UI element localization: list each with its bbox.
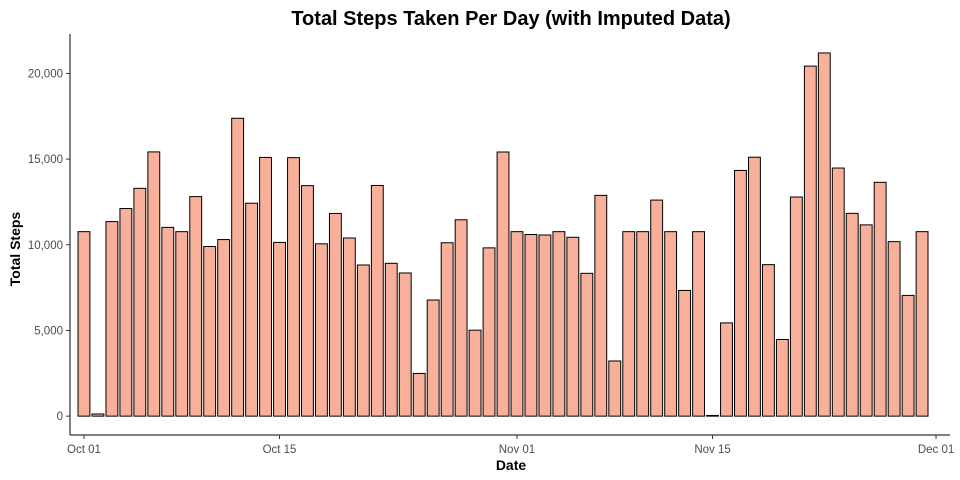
- bar: [915, 231, 929, 417]
- bars-group: [77, 52, 929, 417]
- bar: [761, 264, 775, 417]
- y-axis-label: Total Steps: [7, 212, 23, 287]
- bar: [817, 52, 831, 417]
- bar: [161, 226, 175, 417]
- bar: [566, 236, 580, 417]
- bar: [748, 156, 761, 417]
- bar: [775, 339, 789, 417]
- bar: [678, 289, 692, 417]
- bar: [636, 231, 650, 417]
- y-axis: 0 5,000 10,000 15,000 20,000: [28, 34, 71, 435]
- y-tick-label: 15,000: [28, 154, 63, 166]
- bar: [859, 224, 873, 417]
- bar: [468, 329, 482, 417]
- bar: [398, 272, 412, 417]
- bar: [692, 231, 706, 417]
- bar: [706, 414, 719, 417]
- bar: [510, 231, 524, 417]
- bar: [314, 243, 328, 417]
- bar: [426, 299, 440, 417]
- x-axis: Oct 01 Oct 15 Nov 01 Nov 15 Dec 01: [67, 434, 954, 456]
- x-tick-label: Oct 15: [263, 444, 297, 456]
- bar: [133, 187, 147, 417]
- x-axis-label: Date: [496, 457, 527, 473]
- bar: [803, 65, 817, 417]
- bar: [789, 196, 803, 417]
- bar: [119, 208, 133, 417]
- bar: [524, 234, 538, 417]
- bar: [887, 241, 901, 417]
- y-tick-label: 0: [57, 411, 63, 423]
- bar: [384, 262, 398, 417]
- x-tick-label: Dec 01: [918, 444, 954, 456]
- bar: [301, 185, 314, 417]
- bar: [552, 231, 566, 417]
- bar: [440, 242, 454, 417]
- y-tick-label: 10,000: [28, 240, 63, 252]
- bar: [77, 231, 91, 417]
- bar: [203, 246, 217, 417]
- bar: [580, 272, 594, 417]
- bar: [342, 237, 356, 417]
- bar: [273, 241, 286, 417]
- bar: [412, 372, 426, 417]
- bar: [189, 196, 203, 417]
- bar: [496, 151, 510, 417]
- bar: [608, 360, 622, 417]
- bar: [217, 239, 231, 417]
- chart-title: Total Steps Taken Per Day (with Imputed …: [291, 8, 730, 30]
- bar: [538, 234, 552, 417]
- x-tick-label: Nov 15: [694, 444, 730, 456]
- y-tick-label: 20,000: [28, 68, 63, 80]
- bar: [356, 264, 370, 417]
- y-tick-label: 5,000: [34, 325, 63, 337]
- bar: [259, 156, 272, 417]
- x-tick-label: Oct 01: [67, 444, 101, 456]
- bar: [622, 231, 636, 417]
- bar: [734, 169, 747, 417]
- bar: [287, 157, 300, 417]
- bar: [664, 231, 678, 417]
- bar: [454, 219, 468, 417]
- bar: [147, 151, 161, 417]
- bar: [328, 212, 342, 417]
- bar: [105, 221, 119, 417]
- bar: [245, 202, 259, 417]
- bar: [831, 167, 845, 417]
- bar: [873, 181, 887, 417]
- x-tick-label: Nov 01: [499, 444, 535, 456]
- bar: [650, 199, 664, 417]
- bar: [845, 212, 859, 417]
- bar: [594, 194, 608, 417]
- bar: [231, 117, 245, 417]
- bar: [901, 294, 915, 417]
- bar: [482, 247, 496, 417]
- bar: [720, 322, 733, 417]
- bar: [175, 231, 189, 417]
- bar: [91, 413, 105, 417]
- bar: [370, 184, 384, 417]
